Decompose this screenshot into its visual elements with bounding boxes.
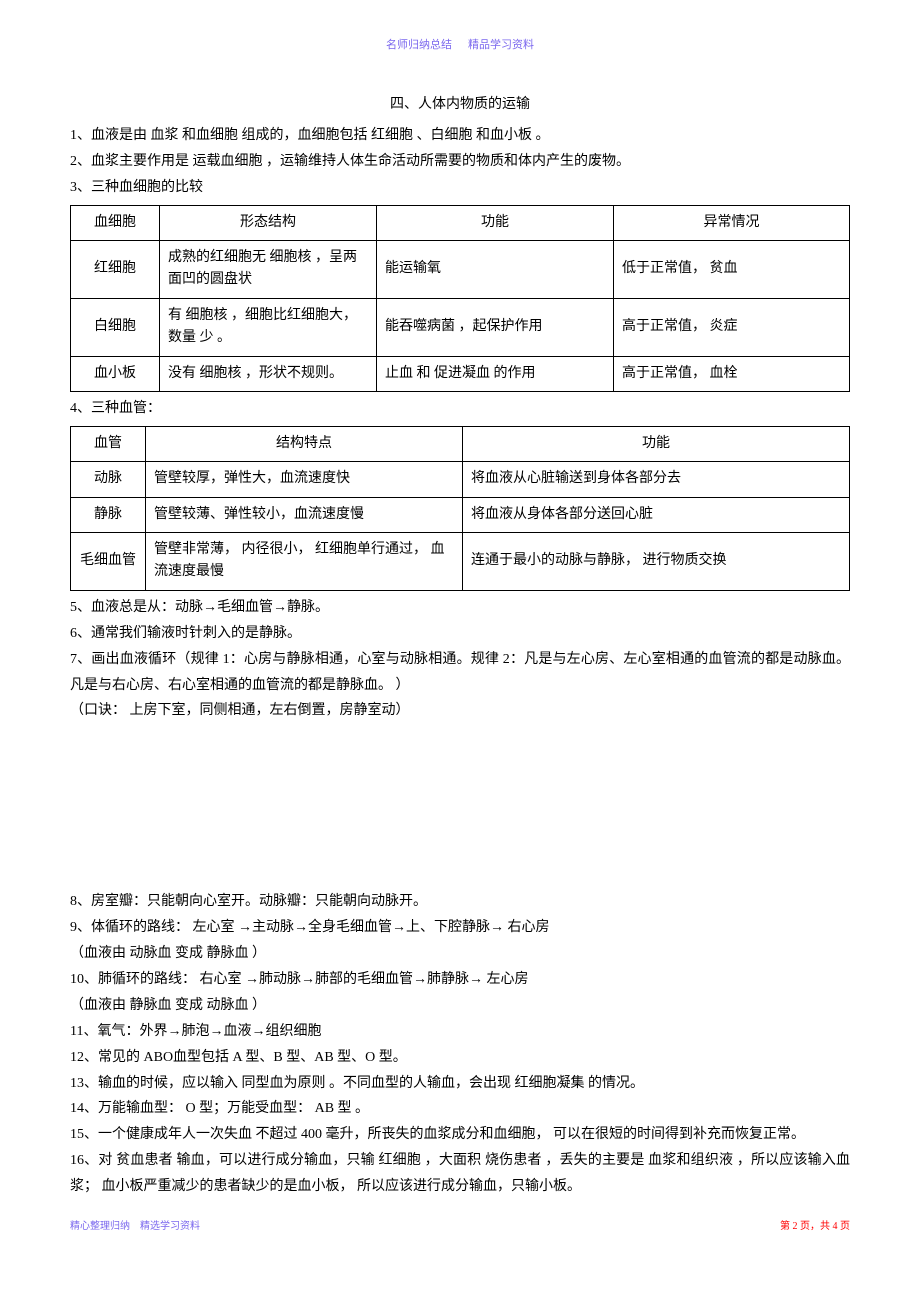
table-row: 毛细血管 管壁非常薄， 内径很小， 红细胞单行通过， 血流速度最慢 连通于最小的… bbox=[71, 533, 850, 591]
table-vessels: 血管 结构特点 功能 动脉 管壁较厚，弹性大，血流速度快 将血液从心脏输送到身体… bbox=[70, 426, 850, 591]
section-title: 四、人体内物质的运输 bbox=[70, 93, 850, 113]
th-cell: 异常情况 bbox=[614, 205, 850, 240]
para-7: 7、画出血液循环（规律 1：心房与静脉相通，心室与动脉相通。规律 2：凡是与左心… bbox=[70, 647, 850, 699]
td-cell: 管壁非常薄， 内径很小， 红细胞单行通过， 血流速度最慢 bbox=[146, 533, 463, 591]
td-cell: 没有 细胞核 ，形状不规则。 bbox=[160, 356, 377, 391]
table-row: 静脉 管壁较薄、弹性较小，血流速度慢 将血液从身体各部分送回心脏 bbox=[71, 497, 850, 532]
footer-right: 第 2 页，共 4 页 bbox=[780, 1217, 850, 1232]
table-row: 血管 结构特点 功能 bbox=[71, 426, 850, 461]
table-row: 红细胞 成熟的红细胞无 细胞核 ，呈两面凹的圆盘状 能运输氧 低于正常值， 贫血 bbox=[71, 241, 850, 299]
td-cell: 连通于最小的动脉与静脉， 进行物质交换 bbox=[463, 533, 850, 591]
td-cell: 有 细胞核 ，细胞比红细胞大，数量 少 。 bbox=[160, 298, 377, 356]
para-1: 1、血液是由 血浆 和血细胞 组成的，血细胞包括 红细胞 、白细胞 和血小板 。 bbox=[70, 123, 850, 149]
td-cell: 动脉 bbox=[71, 462, 146, 497]
td-cell: 毛细血管 bbox=[71, 533, 146, 591]
td-cell: 能运输氧 bbox=[377, 241, 614, 299]
th-cell: 功能 bbox=[377, 205, 614, 240]
th-cell: 血细胞 bbox=[71, 205, 160, 240]
td-cell: 高于正常值， 炎症 bbox=[614, 298, 850, 356]
para-3: 3、三种血细胞的比较 bbox=[70, 175, 850, 201]
para-10b: （血液由 静脉血 变成 动脉血 ） bbox=[70, 993, 850, 1019]
td-cell: 静脉 bbox=[71, 497, 146, 532]
para-6: 6、通常我们输液时针刺入的是静脉。 bbox=[70, 621, 850, 647]
table-row: 血小板 没有 细胞核 ，形状不规则。 止血 和 促进凝血 的作用 高于正常值， … bbox=[71, 356, 850, 391]
td-cell: 血小板 bbox=[71, 356, 160, 391]
table-row: 白细胞 有 细胞核 ，细胞比红细胞大，数量 少 。 能吞噬病菌 ，起保护作用 高… bbox=[71, 298, 850, 356]
th-cell: 功能 bbox=[463, 426, 850, 461]
table-row: 动脉 管壁较厚，弹性大，血流速度快 将血液从心脏输送到身体各部分去 bbox=[71, 462, 850, 497]
td-cell: 红细胞 bbox=[71, 241, 160, 299]
para-7b: （口诀： 上房下室，同侧相通，左右倒置，房静室动） bbox=[70, 698, 850, 724]
para-9b: （血液由 动脉血 变成 静脉血 ） bbox=[70, 941, 850, 967]
table-row: 血细胞 形态结构 功能 异常情况 bbox=[71, 205, 850, 240]
para-10: 10、肺循环的路线： 右心室 →肺动脉→肺部的毛细血管→肺静脉→ 左心房 bbox=[70, 967, 850, 993]
para-13: 13、输血的时候，应以输入 同型血为原则 。不同血型的人输血，会出现 红细胞凝集… bbox=[70, 1071, 850, 1097]
para-14: 14、万能输血型： O 型；万能受血型： AB 型 。 bbox=[70, 1096, 850, 1122]
para-16: 16、对 贫血患者 输血，可以进行成分输血，只输 红细胞 ，大面积 烧伤患者 ，… bbox=[70, 1148, 850, 1200]
page-header: 名师归纳总结 精品学习资料 bbox=[70, 35, 850, 53]
para-8: 8、房室瓣：只能朝向心室开。动脉瓣：只能朝向动脉开。 bbox=[70, 889, 850, 915]
para-4: 4、三种血管： bbox=[70, 396, 850, 422]
footer-left-1: 精心整理归纳 bbox=[70, 1221, 130, 1232]
td-cell: 管壁较厚，弹性大，血流速度快 bbox=[146, 462, 463, 497]
td-cell: 将血液从心脏输送到身体各部分去 bbox=[463, 462, 850, 497]
td-cell: 成熟的红细胞无 细胞核 ，呈两面凹的圆盘状 bbox=[160, 241, 377, 299]
th-cell: 形态结构 bbox=[160, 205, 377, 240]
table-blood-cells: 血细胞 形态结构 功能 异常情况 红细胞 成熟的红细胞无 细胞核 ，呈两面凹的圆… bbox=[70, 205, 850, 392]
footer-left-2: 精选学习资料 bbox=[140, 1221, 200, 1232]
td-cell: 管壁较薄、弹性较小，血流速度慢 bbox=[146, 497, 463, 532]
td-cell: 白细胞 bbox=[71, 298, 160, 356]
diagram-placeholder bbox=[70, 724, 850, 889]
para-2: 2、血浆主要作用是 运载血细胞 ，运输维持人体生命活动所需要的物质和体内产生的废… bbox=[70, 149, 850, 175]
para-15: 15、一个健康成年人一次失血 不超过 400 毫升，所丧失的血浆成分和血细胞， … bbox=[70, 1122, 850, 1148]
footer-left: 精心整理归纳 精选学习资料 bbox=[70, 1217, 200, 1232]
header-label-1: 名师归纳总结 bbox=[386, 39, 452, 51]
para-12: 12、常见的 ABO血型包括 A 型、B 型、AB 型、O 型。 bbox=[70, 1045, 850, 1071]
td-cell: 低于正常值， 贫血 bbox=[614, 241, 850, 299]
para-11: 11、氧气：外界→肺泡→血液→组织细胞 bbox=[70, 1019, 850, 1045]
para-5: 5、血液总是从：动脉→毛细血管→静脉。 bbox=[70, 595, 850, 621]
header-label-2: 精品学习资料 bbox=[468, 39, 534, 51]
para-9: 9、体循环的路线： 左心室 →主动脉→全身毛细血管→上、下腔静脉→ 右心房 bbox=[70, 915, 850, 941]
th-cell: 血管 bbox=[71, 426, 146, 461]
td-cell: 能吞噬病菌 ，起保护作用 bbox=[377, 298, 614, 356]
page-footer: 精心整理归纳 精选学习资料 第 2 页，共 4 页 bbox=[70, 1217, 850, 1232]
td-cell: 将血液从身体各部分送回心脏 bbox=[463, 497, 850, 532]
td-cell: 止血 和 促进凝血 的作用 bbox=[377, 356, 614, 391]
th-cell: 结构特点 bbox=[146, 426, 463, 461]
td-cell: 高于正常值， 血栓 bbox=[614, 356, 850, 391]
